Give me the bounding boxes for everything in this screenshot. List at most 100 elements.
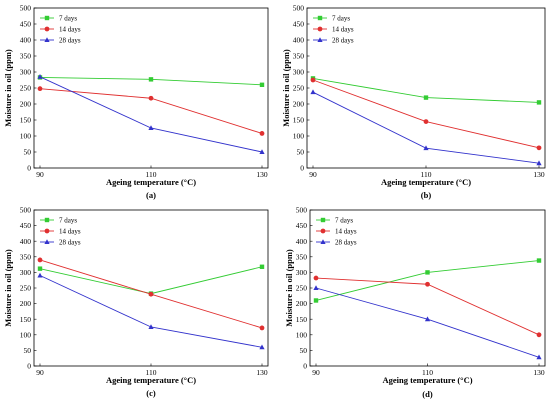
y-tick-label: 300 — [293, 68, 305, 77]
data-point-s1-3 — [259, 264, 265, 269]
legend-label: 28 days — [335, 239, 357, 247]
legend-label: 28 days — [332, 37, 354, 45]
y-tick-label: 300 — [20, 268, 32, 277]
y-tick-label: 100 — [20, 132, 32, 141]
data-point-s2-3 — [536, 145, 542, 151]
y-tick-label: 400 — [20, 36, 32, 45]
data-point-s2-3 — [536, 332, 542, 338]
y-tick-label: 500 — [20, 206, 32, 215]
y-tick-label: 150 — [293, 116, 305, 125]
y-tick-label: 200 — [293, 100, 305, 109]
legend-swatch-marker — [44, 239, 50, 244]
data-point-s2-3 — [259, 325, 265, 331]
x-tick-label: 130 — [256, 368, 268, 377]
data-point-s2-1 — [37, 86, 43, 92]
y-tick-label: 450 — [20, 221, 32, 230]
series-line-1 — [39, 266, 263, 295]
chart-panel-4: 0 50 100 150 200 250 300 350 400 450 500 90 110 130 Ag… — [284, 206, 546, 399]
y-axis-title: Moisture in oil (ppm) — [3, 49, 13, 127]
legend-label: 28 days — [59, 239, 81, 247]
data-point-s3-1 — [313, 285, 319, 290]
series-line-3 — [39, 275, 263, 348]
x-tick-label: 130 — [533, 170, 545, 179]
legend-swatch-marker — [44, 15, 50, 21]
y-tick-label: 400 — [20, 237, 32, 246]
data-point-s3-3 — [259, 344, 265, 350]
data-point-s2-2 — [423, 119, 429, 124]
y-tick-label: 50 — [24, 346, 32, 355]
x-tick-label: 130 — [533, 368, 545, 377]
data-point-s2-1 — [313, 275, 319, 281]
data-point-s2-2 — [425, 281, 430, 287]
y-tick-label: 0 — [27, 362, 31, 371]
y-tick-label: 450 — [296, 221, 308, 230]
y-tick-label: 500 — [20, 4, 32, 13]
y-tick-label: 0 — [303, 362, 307, 371]
panel-label: (c) — [146, 388, 156, 398]
data-point-s1-3 — [536, 100, 542, 105]
x-tick-label: 110 — [146, 368, 157, 377]
x-axis-title: Ageing temperature (°C) — [381, 177, 471, 187]
data-point-s3-2 — [148, 324, 154, 329]
legend-label: 7 days — [332, 15, 350, 23]
y-tick-label: 50 — [300, 346, 308, 355]
data-point-s3-3 — [259, 149, 265, 154]
legend-label: 28 days — [59, 37, 81, 45]
panel-label: (b) — [421, 190, 432, 200]
legend-swatch-marker — [44, 37, 50, 42]
chart-panel-2: 0 50 100 150 200 250 300 350 400 450 500 90 110 130 Ag… — [281, 4, 546, 200]
y-tick-label: 200 — [20, 299, 32, 308]
y-tick-label: 450 — [293, 20, 305, 29]
y-tick-label: 50 — [24, 148, 32, 157]
x-tick-label: 90 — [309, 170, 317, 179]
x-tick-label: 110 — [421, 170, 432, 179]
y-tick-label: 500 — [293, 4, 305, 13]
y-tick-label: 350 — [293, 52, 305, 61]
y-tick-label: 0 — [27, 164, 31, 173]
legend-label: 7 days — [59, 217, 77, 225]
legend-swatch-marker — [44, 217, 50, 223]
y-tick-label: 200 — [296, 299, 308, 308]
series-line-3 — [315, 287, 540, 358]
x-axis-title: Ageing temperature (°C) — [106, 375, 196, 385]
y-tick-label: 350 — [296, 252, 308, 261]
y-tick-label: 500 — [296, 206, 308, 215]
data-point-s3-2 — [424, 316, 431, 322]
y-tick-label: 300 — [296, 268, 308, 277]
chart-panel-1: 0 50 100 150 200 250 300 350 400 450 500 90 110 130 Ag… — [3, 4, 269, 200]
legend-label: 14 days — [335, 228, 357, 236]
x-tick-label: 90 — [312, 368, 320, 377]
y-tick-label: 450 — [20, 20, 32, 29]
legend-label: 14 days — [59, 228, 81, 236]
data-point-s2-2 — [148, 291, 154, 297]
data-point-s3-2 — [423, 145, 429, 151]
x-tick-label: 110 — [146, 170, 157, 179]
y-tick-label: 250 — [20, 84, 32, 93]
legend-swatch-marker — [317, 37, 323, 42]
legend-swatch-marker — [317, 26, 323, 32]
data-point-s2-1 — [37, 257, 43, 263]
data-point-s1-1 — [313, 298, 319, 303]
series-line-2 — [312, 79, 540, 149]
y-axis-title: Moisture in oil (ppm) — [281, 49, 291, 127]
y-tick-label: 50 — [297, 148, 305, 157]
y-tick-label: 0 — [300, 164, 304, 173]
data-point-s2-1 — [310, 77, 316, 83]
data-point-s1-3 — [259, 82, 265, 87]
x-tick-label: 90 — [36, 368, 44, 377]
data-point-s1-2 — [425, 270, 430, 275]
data-point-s3-2 — [148, 125, 154, 130]
legend-swatch-marker — [320, 217, 326, 223]
data-point-s1-3 — [536, 258, 542, 263]
y-tick-label: 100 — [296, 330, 308, 339]
y-tick-label: 250 — [296, 284, 308, 293]
legend-label: 14 days — [59, 26, 81, 34]
y-tick-label: 250 — [293, 84, 305, 93]
series-line-1 — [315, 260, 540, 301]
y-tick-label: 150 — [296, 315, 308, 324]
data-point-s3-3 — [536, 354, 542, 360]
panel-label: (d) — [422, 389, 433, 399]
x-tick-label: 110 — [422, 368, 433, 377]
y-tick-label: 350 — [20, 252, 32, 261]
chart-panel-3: 0 50 100 150 200 250 300 350 400 450 500 90 110 130 Ag… — [3, 206, 269, 398]
